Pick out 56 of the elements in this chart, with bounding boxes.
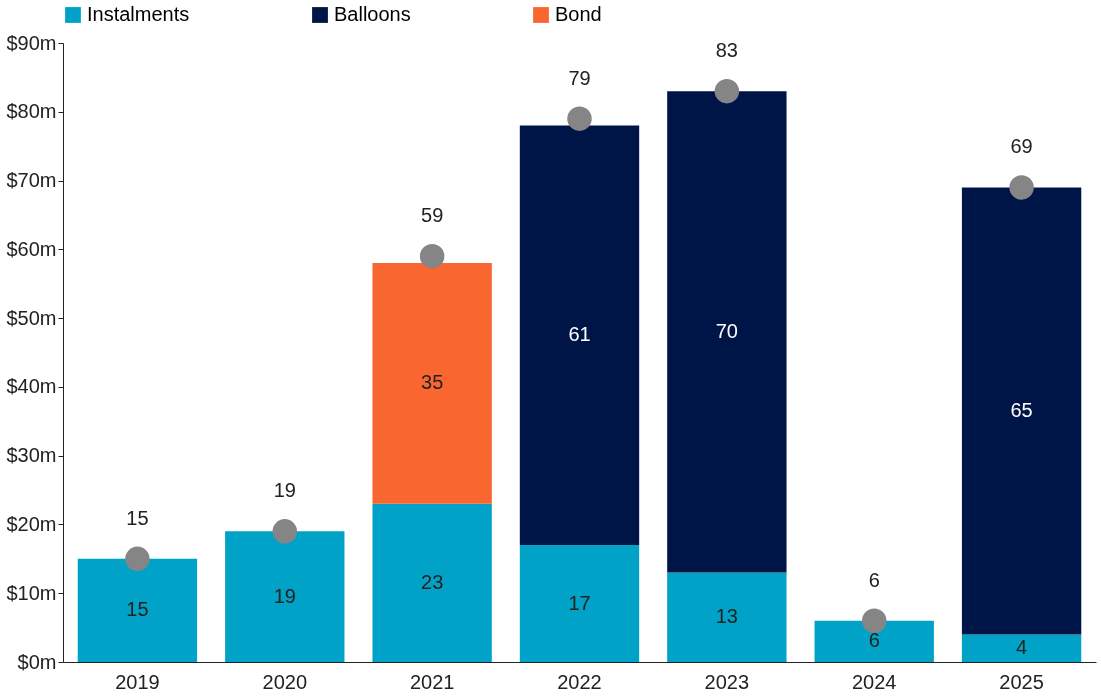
- data-label: 6: [868, 568, 880, 591]
- bar: [667, 91, 787, 573]
- bar: [961, 187, 1082, 635]
- point: [419, 243, 445, 269]
- data-label: 79: [568, 66, 591, 89]
- y-tick-label: $20m: [6, 512, 57, 535]
- data-label: 59: [421, 204, 444, 227]
- y-tick-label: $40m: [6, 375, 57, 398]
- y-tick-label: $90m: [6, 31, 57, 54]
- data-label: 4: [1016, 636, 1028, 659]
- bar: [519, 545, 640, 662]
- y-tick-label: $50m: [6, 306, 57, 329]
- point: [567, 106, 592, 131]
- x-tick-label: 2025: [999, 670, 1044, 693]
- x-tick-label: 2022: [557, 670, 602, 693]
- x-tick-label: 2021: [409, 670, 455, 693]
- point: [861, 608, 887, 633]
- bar: [372, 263, 492, 504]
- data-label: 23: [421, 570, 444, 593]
- point: [1009, 175, 1034, 200]
- data-label: 69: [1010, 135, 1033, 158]
- data-label: 19: [273, 479, 296, 502]
- y-tick-label: $60m: [6, 237, 57, 260]
- data-label: 19: [273, 584, 296, 607]
- bar: [667, 572, 787, 662]
- bar: [961, 634, 1082, 662]
- point: [272, 519, 298, 544]
- x-tick-label: 2019: [115, 670, 160, 693]
- data-label: 6: [868, 629, 880, 652]
- data-label: 13: [715, 605, 738, 628]
- data-label: 17: [568, 591, 591, 614]
- data-label: 15: [126, 506, 149, 529]
- point: [125, 546, 150, 572]
- data-label: 35: [421, 371, 444, 394]
- point: [714, 78, 740, 104]
- y-tick-label: $80m: [6, 100, 57, 123]
- bar: [77, 558, 198, 662]
- bar: [814, 620, 934, 662]
- y-tick-label: $30m: [6, 444, 57, 467]
- y-tick-label: $10m: [6, 581, 57, 604]
- x-tick-label: 2020: [262, 670, 308, 693]
- legend-label: Instalments: [87, 3, 190, 25]
- data-label: 61: [568, 323, 591, 346]
- x-tick-label: 2023: [704, 670, 750, 693]
- data-label: 65: [1010, 398, 1033, 421]
- data-label: 83: [715, 39, 738, 62]
- bar: [372, 503, 492, 662]
- legend-label: Bond: [555, 3, 602, 25]
- y-tick-label: $70m: [6, 169, 57, 192]
- bar: [519, 125, 640, 546]
- x-tick-label: 2024: [851, 670, 897, 693]
- legend-label: Balloons: [334, 3, 411, 25]
- y-tick-label: $0m: [17, 650, 57, 673]
- data-label: 70: [715, 319, 738, 342]
- data-label: 15: [126, 598, 149, 621]
- bar: [225, 531, 345, 662]
